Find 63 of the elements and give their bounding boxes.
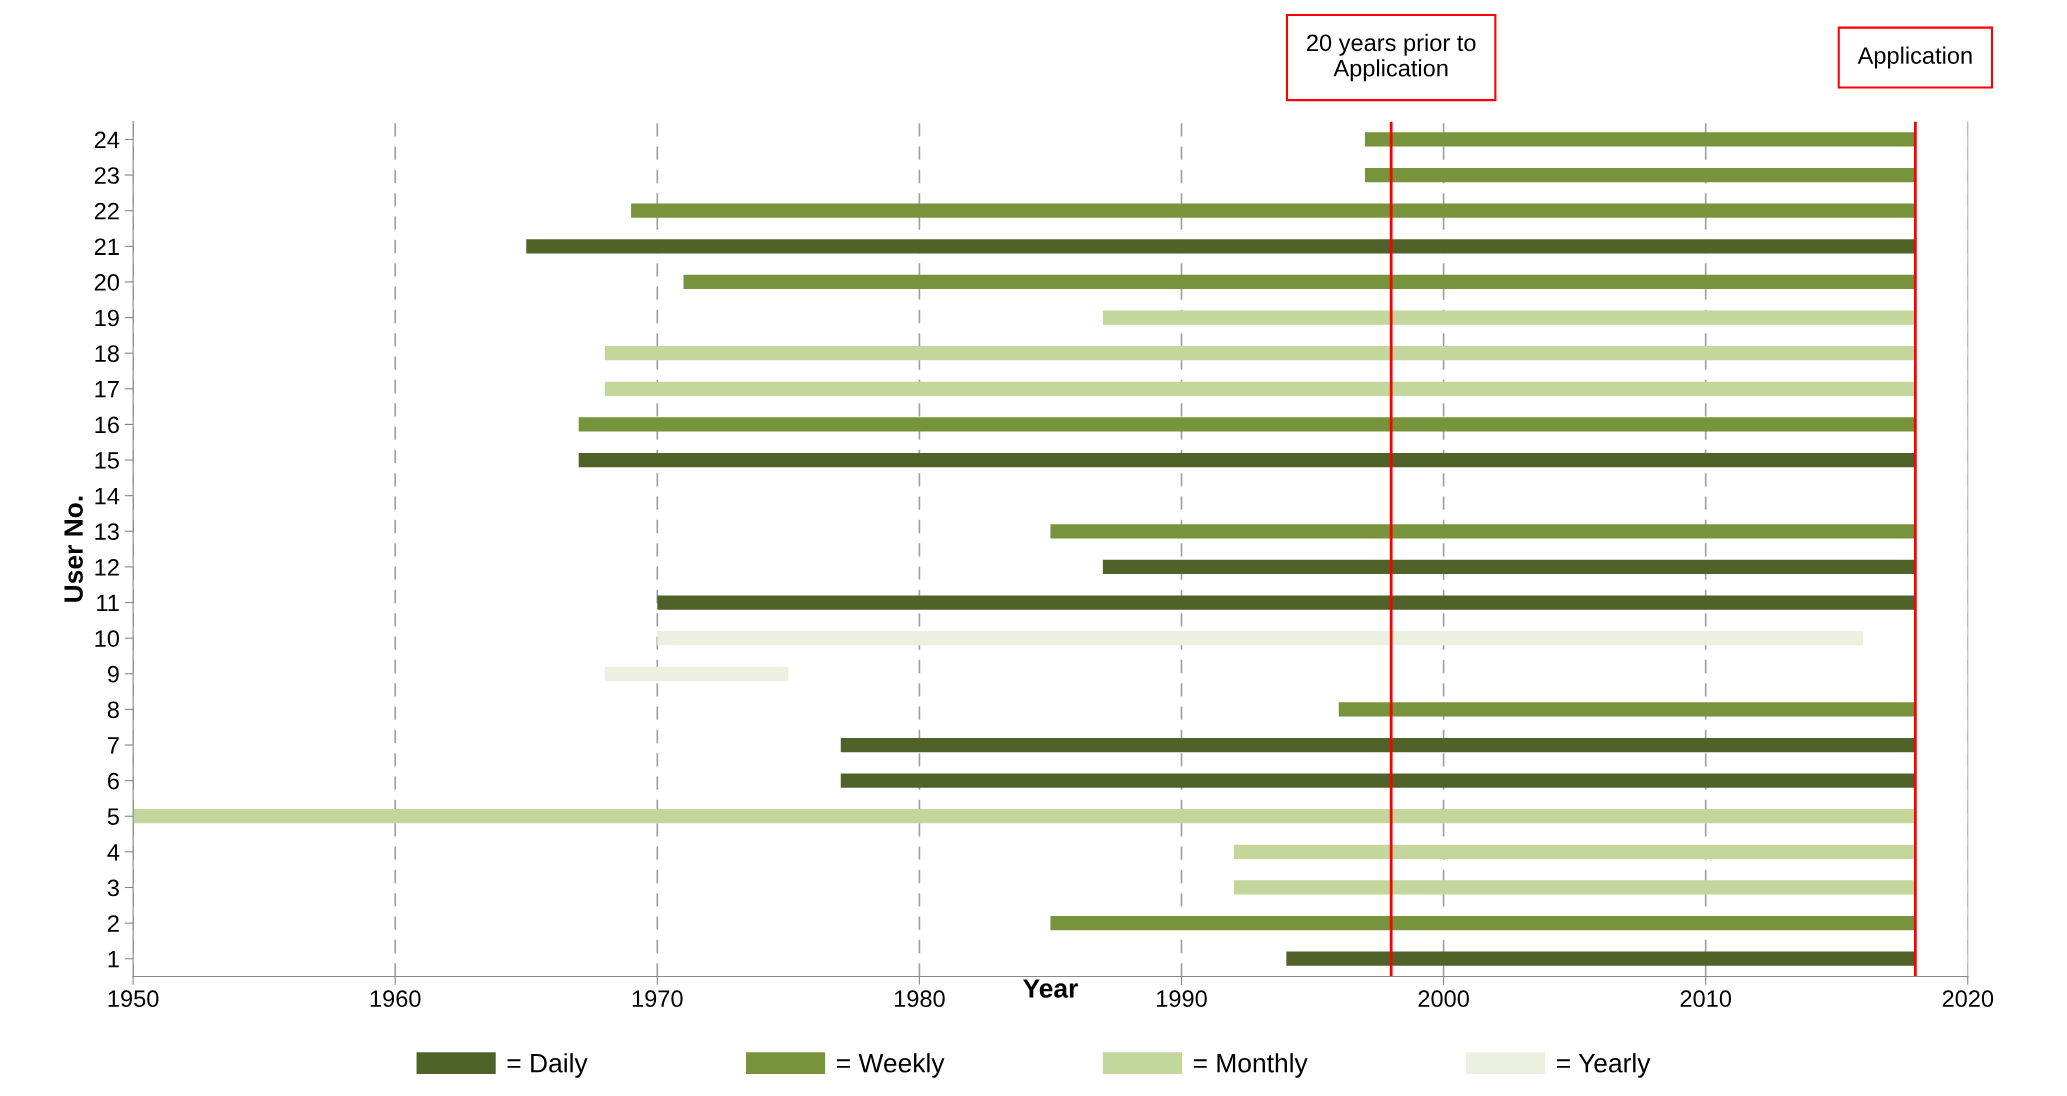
legend-label: = Weekly: [837, 1053, 945, 1078]
x-tick-label: 1960: [370, 990, 421, 1008]
bar: [1102, 559, 1916, 575]
y-tick-label: 2: [107, 915, 119, 932]
bar: [604, 381, 1916, 396]
x-axis-title: Year: [1023, 979, 1078, 998]
bar: [657, 631, 1863, 646]
bar: [604, 666, 789, 681]
y-tick-label: 1: [108, 951, 119, 968]
y-tick-label: 21: [94, 238, 119, 255]
y-axis-title: User No.: [64, 496, 83, 602]
y-tick-label: 6: [107, 772, 119, 790]
y-tick-label: 5: [107, 808, 119, 826]
legend-label: = Monthly: [1193, 1053, 1308, 1078]
x-tick-label: 2000: [1418, 990, 1469, 1008]
bar: [840, 737, 1916, 753]
y-tick-label: 23: [94, 167, 119, 184]
y-tick-label: 22: [94, 202, 119, 220]
bar: [526, 239, 1916, 254]
bar: [657, 595, 1916, 610]
x-tick-label: 1980: [894, 990, 945, 1008]
ref-line-label: 20 years prior to Application: [1307, 33, 1476, 82]
bar: [1233, 844, 1916, 859]
x-tick-label: 2010: [1680, 990, 1732, 1008]
y-tick-label: 8: [107, 701, 119, 719]
y-tick-label: 14: [95, 487, 120, 505]
y-tick-label: 12: [95, 558, 119, 576]
bar: [1050, 524, 1916, 539]
bar: [1364, 132, 1916, 147]
y-tick-label: 13: [95, 523, 119, 541]
y-tick-label: 16: [95, 416, 119, 434]
bar: [578, 417, 1916, 432]
y-tick-label: 4: [107, 844, 120, 861]
x-tick-label: 2020: [1942, 990, 1994, 1008]
y-tick-label: 17: [95, 381, 119, 398]
y-tick-label: 24: [94, 131, 120, 149]
ref-line-label: Application: [1857, 46, 1972, 69]
y-tick-label: 9: [107, 665, 119, 683]
bar: [1050, 915, 1916, 931]
y-tick-label: 18: [95, 345, 119, 362]
bar: [604, 346, 1916, 361]
y-tick-label: 11: [97, 594, 119, 612]
bar: [133, 809, 1916, 824]
legend-label: = Yearly: [1557, 1053, 1651, 1078]
x-tick-label: 1990: [1157, 990, 1207, 1008]
bar: [1233, 880, 1916, 895]
bar: [1338, 702, 1916, 717]
y-tick-label: 10: [95, 630, 119, 647]
bar: [631, 203, 1916, 218]
bar: [683, 274, 1916, 290]
y-tick-label: 3: [107, 879, 119, 897]
bar: [1102, 310, 1916, 325]
x-tick-label: 1970: [632, 990, 683, 1008]
bar: [578, 452, 1916, 468]
bar: [840, 773, 1916, 788]
y-tick-label: 19: [95, 309, 119, 327]
bar: [1364, 167, 1916, 183]
y-tick-label: 7: [108, 737, 119, 754]
y-tick-label: 20: [94, 274, 119, 291]
y-tick-label: 15: [95, 452, 119, 469]
bar: [1286, 951, 1916, 966]
legend-label: = Daily: [507, 1053, 588, 1078]
x-tick-label: 1950: [108, 990, 159, 1008]
